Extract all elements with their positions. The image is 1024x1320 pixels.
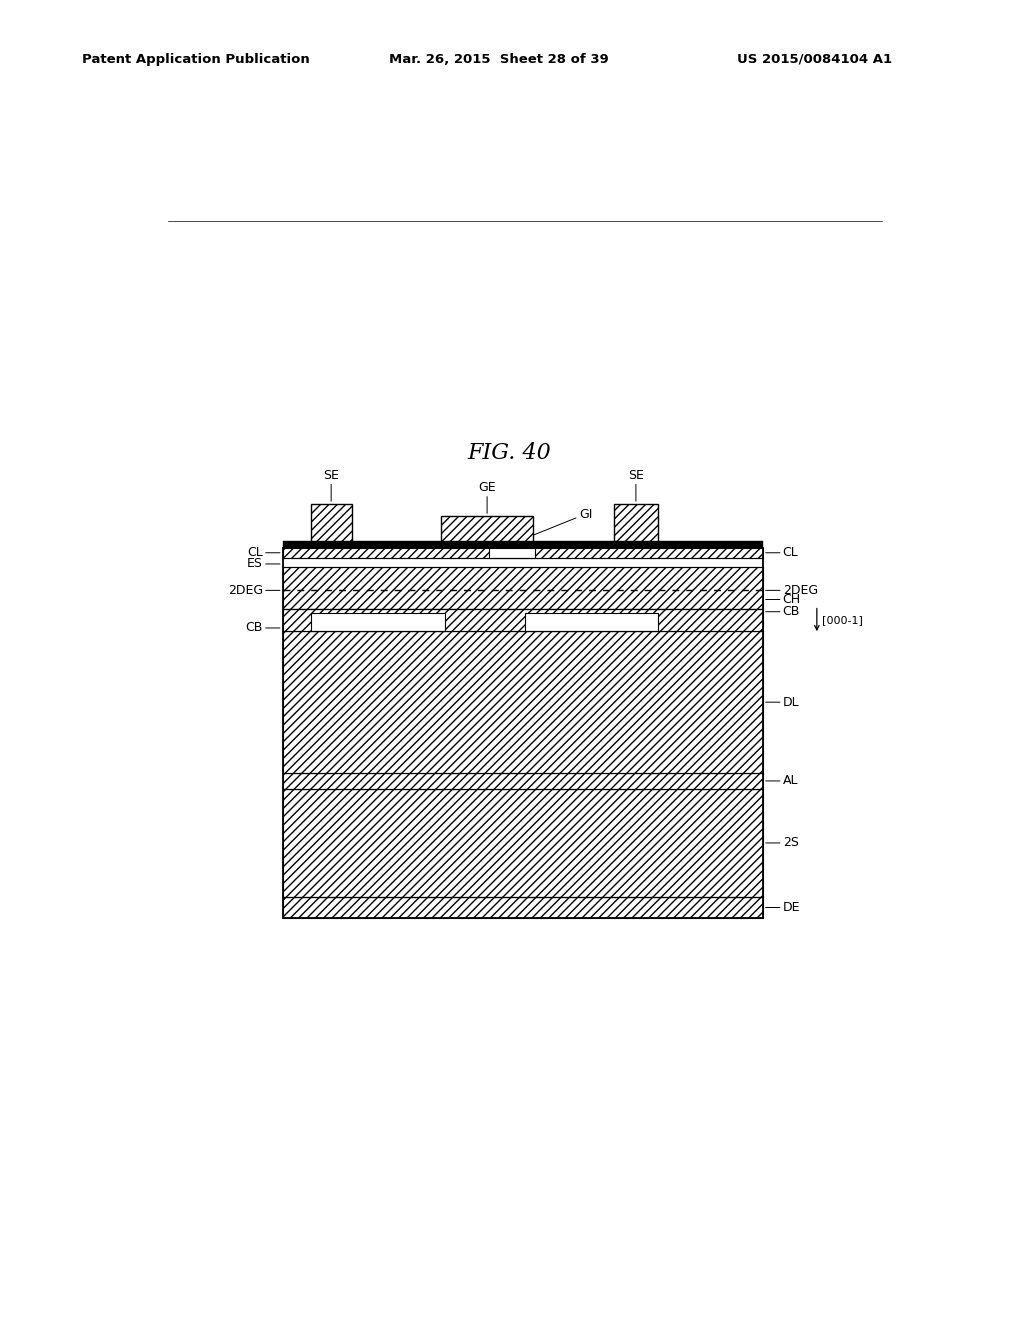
Text: CL: CL [766, 546, 799, 560]
Text: SE: SE [324, 469, 339, 502]
Text: DL: DL [766, 696, 800, 709]
Text: CH: CH [766, 593, 801, 606]
Bar [441, 516, 532, 541]
Text: CL: CL [247, 546, 280, 560]
Bar [283, 898, 763, 917]
Bar [283, 541, 763, 548]
Text: Mar. 26, 2015  Sheet 28 of 39: Mar. 26, 2015 Sheet 28 of 39 [389, 53, 609, 66]
Text: GI: GI [515, 508, 592, 543]
Bar [283, 548, 763, 917]
Text: 2DEG: 2DEG [227, 583, 280, 597]
Text: ES: ES [247, 557, 280, 570]
Text: CB: CB [766, 605, 800, 618]
Bar [283, 609, 763, 631]
Text: GE: GE [478, 480, 496, 513]
Bar [613, 504, 658, 541]
Bar [310, 612, 445, 631]
Bar [283, 788, 763, 898]
Bar [283, 631, 763, 774]
Bar [310, 504, 352, 541]
Text: Patent Application Publication: Patent Application Publication [82, 53, 309, 66]
Bar [283, 568, 763, 609]
Text: CB: CB [246, 622, 280, 635]
Text: FIG. 40: FIG. 40 [467, 442, 551, 465]
Bar [489, 548, 536, 558]
Bar [283, 774, 763, 788]
Text: 2S: 2S [766, 837, 799, 850]
Bar [283, 548, 763, 558]
Text: SE: SE [628, 469, 644, 502]
Text: AL: AL [766, 775, 799, 788]
Text: US 2015/0084104 A1: US 2015/0084104 A1 [737, 53, 892, 66]
Text: [000-1]: [000-1] [822, 615, 863, 624]
Text: DE: DE [766, 902, 800, 913]
Text: 2DEG: 2DEG [766, 583, 818, 597]
Bar [524, 612, 658, 631]
